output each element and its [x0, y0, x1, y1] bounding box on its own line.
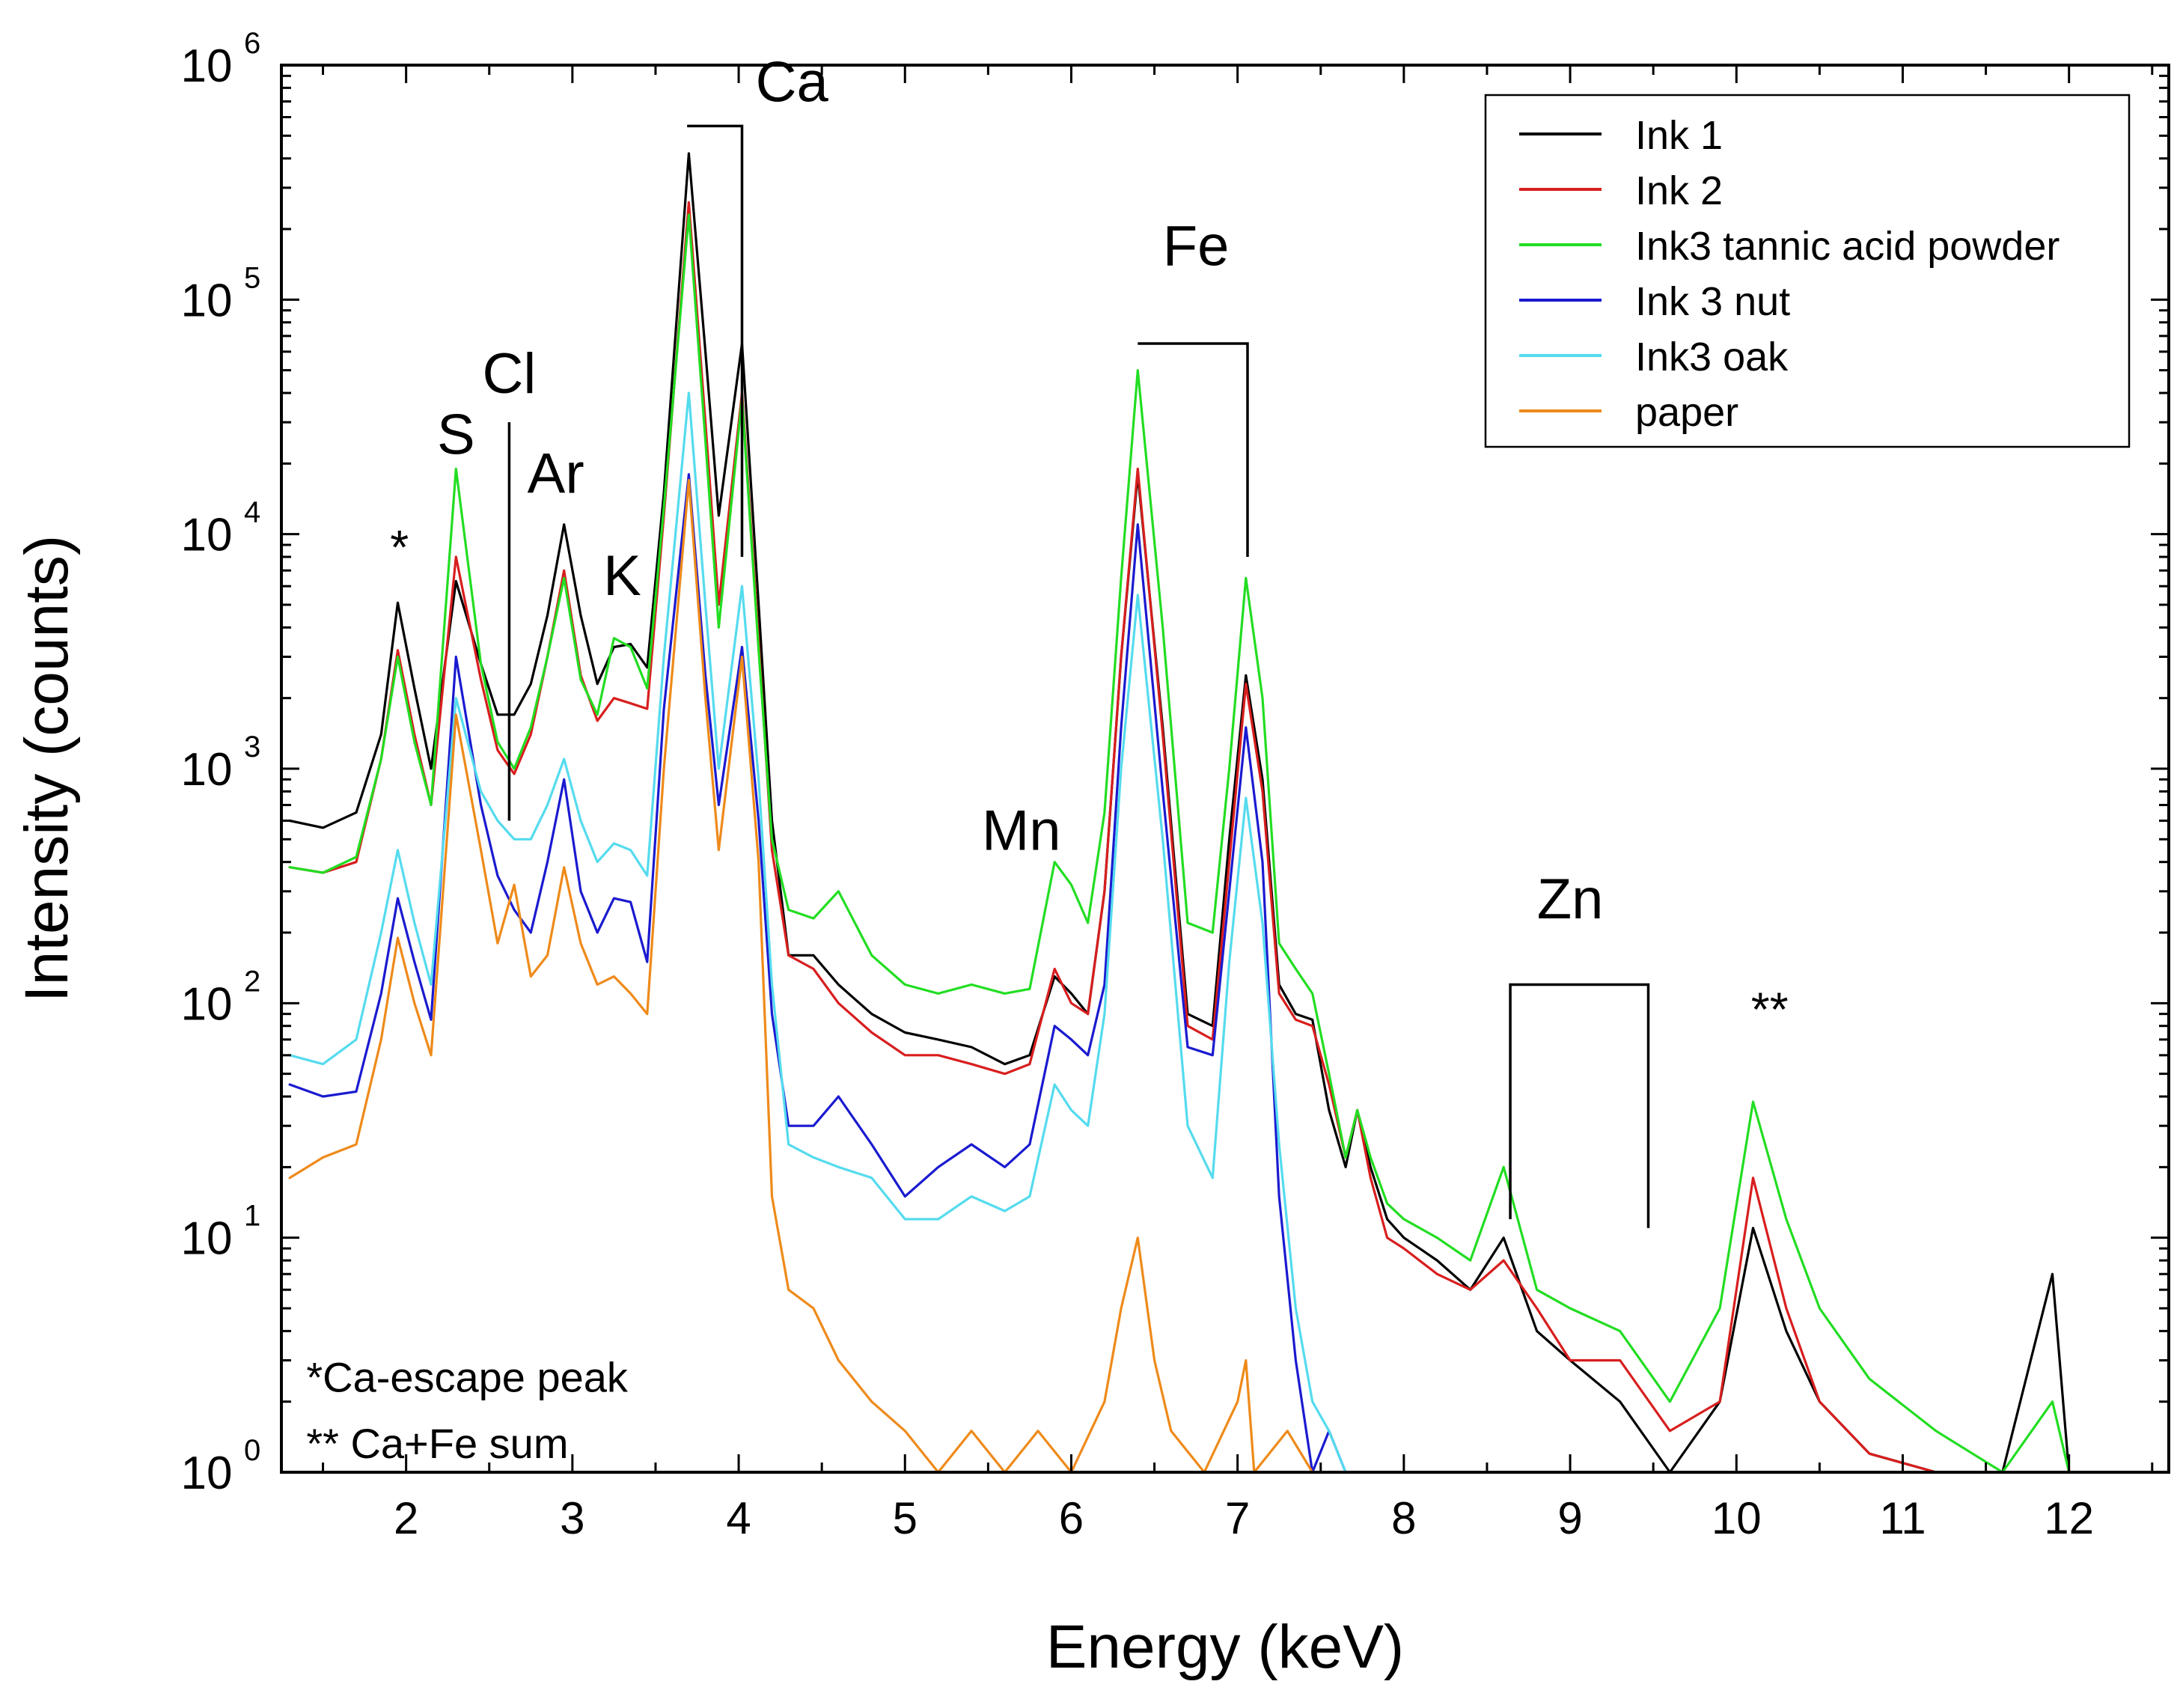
- x-tick-label: 10: [1712, 1493, 1762, 1543]
- x-tick-label: 5: [893, 1493, 918, 1543]
- series-layer: [288, 152, 2095, 1474]
- x-axis-label: Energy (keV): [1046, 1613, 1405, 1681]
- y-tick-exponent: 6: [244, 27, 260, 60]
- legend: Ink 1 Ink 2 Ink3 tannic acid powder Ink 3 n…: [1484, 94, 2131, 448]
- annotation-label: **: [1751, 983, 1789, 1037]
- peak-bracket: [1509, 983, 1650, 1228]
- legend-label: Ink 2: [1635, 168, 1723, 213]
- annotation-label: K: [603, 544, 641, 608]
- legend-label: Ink 3 nut: [1635, 279, 1790, 324]
- series-line-5: [288, 478, 1314, 1474]
- element-brackets: [507, 124, 1650, 1228]
- annotation-label: *: [390, 520, 409, 574]
- legend-label: paper: [1635, 390, 1738, 435]
- y-tick-label: 10: [181, 275, 233, 326]
- y-tick-label: 10: [181, 40, 233, 92]
- x-tick-label: 12: [2044, 1493, 2094, 1543]
- y-axis-label: Intensity (counts): [13, 535, 81, 1002]
- y-tick-exponent: 5: [244, 261, 260, 294]
- series-line-4: [288, 391, 1438, 1474]
- series-line-3: [288, 473, 1405, 1474]
- x-tick-label: 7: [1225, 1493, 1250, 1543]
- x-tick-label: 2: [394, 1493, 418, 1543]
- y-tick-exponent: 1: [244, 1200, 260, 1233]
- annotation-label: Ar: [528, 442, 584, 505]
- y-tick-exponent: 2: [244, 965, 260, 998]
- annotation-label: ** Ca+Fe sum: [306, 1420, 568, 1467]
- y-axis-ticks: 10 0 10 1 10 2 10 3 10 4 10 5 10 6: [181, 27, 2169, 1499]
- legend-label: Ink3 oak: [1635, 335, 1789, 379]
- annotation-label: *Ca-escape peak: [306, 1354, 629, 1401]
- x-tick-label: 11: [1879, 1493, 1926, 1543]
- peak-bracket: [1138, 342, 1249, 558]
- y-tick-label: 10: [181, 1448, 233, 1499]
- annotation-label: Ca: [756, 51, 829, 115]
- y-tick-label: 10: [181, 1213, 233, 1265]
- annotation-label: Fe: [1163, 215, 1230, 278]
- y-tick-label: 10: [181, 978, 233, 1030]
- y-tick-label: 10: [181, 510, 233, 561]
- x-tick-label: 4: [726, 1493, 751, 1543]
- peak-bracket: [687, 124, 744, 558]
- x-axis-ticks: 2 3 4 5 6 7 8 9 10 11 12: [322, 65, 2154, 1543]
- y-tick-exponent: 4: [244, 496, 260, 529]
- legend-label: Ink3 tannic acid powder: [1635, 224, 2060, 269]
- x-tick-label: 3: [560, 1493, 584, 1543]
- legend-box: [1484, 94, 2131, 448]
- peak-annotations: * SCl Ar K Ca Fe Mn Zn ** *Ca-escape peak ** Ca+Fe…: [306, 51, 1788, 1467]
- annotation-label: Cl: [483, 342, 537, 406]
- x-tick-label: 6: [1059, 1493, 1084, 1543]
- x-tick-label: 8: [1391, 1493, 1416, 1543]
- y-tick-exponent: 3: [244, 731, 260, 763]
- annotation-label: S: [437, 403, 475, 466]
- series-line-2: [288, 213, 2095, 1474]
- annotation-label: Zn: [1537, 867, 1604, 931]
- y-tick-label: 10: [181, 744, 233, 796]
- legend-label: Ink 1: [1635, 113, 1723, 158]
- annotation-label: Mn: [982, 799, 1061, 863]
- x-tick-label: 9: [1557, 1493, 1582, 1543]
- y-tick-exponent: 0: [244, 1434, 260, 1467]
